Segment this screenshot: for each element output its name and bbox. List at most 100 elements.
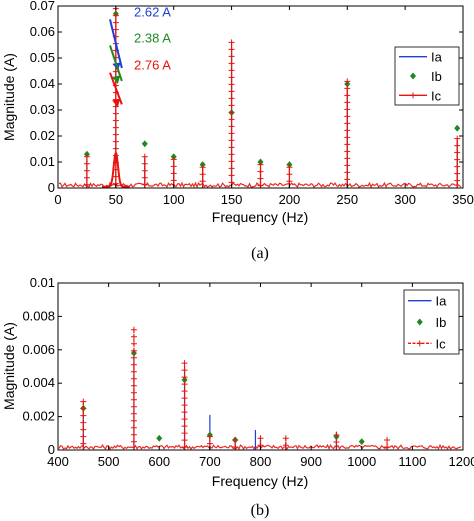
annotation-arrows-a: [109, 19, 123, 108]
data-marker: [112, 12, 119, 19]
y-axis-label-b: Magnitude (A): [1, 322, 17, 410]
data-marker: [228, 95, 235, 102]
data-marker: [141, 174, 148, 181]
data-marker: [112, 166, 119, 173]
data-marker: [80, 412, 87, 419]
x-tick-label: 0: [54, 192, 61, 207]
data-marker: [228, 39, 235, 46]
y-tick-label: 0.01: [30, 275, 55, 290]
data-marker: [181, 437, 188, 444]
x-tick-label: 1200: [449, 454, 474, 469]
data-marker: [454, 163, 461, 170]
data-marker: [181, 444, 188, 451]
data-marker: [130, 368, 137, 375]
data-marker: [112, 173, 119, 180]
x-tick-label: 200: [279, 192, 301, 207]
x-axis-ticks-a: 0 50 100 150 200 250 300 350: [54, 6, 474, 207]
data-marker: [206, 433, 213, 440]
legend-a: Ia Ib Ic: [394, 46, 460, 106]
data-marker: [112, 138, 119, 145]
data-marker: [228, 46, 235, 53]
data-marker: [257, 175, 264, 182]
data-marker: [130, 410, 137, 417]
x-tick-label: 900: [300, 454, 322, 469]
y-axis-ticks-a: 0 0.01 0.02 0.03 0.04 0.05 0.06 0.07: [30, 0, 463, 195]
data-marker: [130, 375, 137, 382]
data-marker: [228, 88, 235, 95]
x-tick-label: 700: [199, 454, 221, 469]
data-marker: [286, 164, 293, 171]
data-marker: [199, 164, 206, 171]
data-marker: [181, 388, 188, 395]
data-marker: [344, 169, 351, 176]
data-marker: [286, 171, 293, 178]
data-marker: [228, 74, 235, 81]
data-marker: [80, 433, 87, 440]
data-marker: [112, 117, 119, 124]
data-marker: [112, 26, 119, 33]
spectrum-markers-b: [80, 326, 391, 451]
data-marker: [130, 333, 137, 340]
data-marker: [344, 141, 351, 148]
legend-label: Ic: [436, 336, 447, 351]
x-tick-label: 500: [98, 454, 120, 469]
data-marker: [130, 389, 137, 396]
data-marker: [384, 436, 391, 443]
x-axis-label-a: Frequency (Hz): [212, 209, 308, 225]
data-marker: [232, 443, 239, 450]
data-marker: [454, 149, 461, 156]
y-tick-label: 0.02: [30, 128, 55, 143]
data-marker: [112, 110, 119, 117]
x-tick-label: 400: [47, 454, 69, 469]
data-marker: [257, 161, 264, 168]
y-tick-label: 0.006: [22, 342, 55, 357]
legend-b: Ia Ib Ic: [403, 289, 460, 355]
data-marker: [112, 152, 119, 159]
x-tick-label: 100: [163, 192, 185, 207]
data-marker: [112, 145, 119, 152]
plot-area-b: [58, 283, 463, 450]
y-tick-label: 0.07: [30, 0, 55, 13]
y-axis-ticks-b: 0 0.002 0.004 0.006 0.008 0.01: [22, 275, 463, 457]
annotation-label: 2.62 A: [134, 4, 171, 19]
data-marker: [206, 440, 213, 447]
data-marker: [454, 177, 461, 184]
data-marker: [141, 181, 148, 188]
data-marker: [170, 156, 177, 163]
data-marker: [454, 135, 461, 142]
data-marker: [344, 176, 351, 183]
data-marker: [181, 381, 188, 388]
data-marker: [384, 443, 391, 450]
data-marker: [228, 151, 235, 158]
data-marker: [181, 367, 188, 374]
data-marker: [130, 347, 137, 354]
data-marker: [181, 430, 188, 437]
data-marker: [141, 140, 148, 148]
y-tick-label: 0.008: [22, 308, 55, 323]
x-tick-label: 1100: [398, 454, 426, 469]
y-tick-label: 0: [48, 442, 55, 457]
data-marker: [228, 53, 235, 60]
x-tick-label: 350: [452, 192, 474, 207]
chart-panel-a: 2.62 A 2.38 A 2.76 A 0 50 100 150 200 250 300 350…: [1, 0, 474, 262]
data-marker: [130, 361, 137, 368]
data-marker: [112, 19, 119, 26]
data-marker: [454, 156, 461, 163]
y-axis-label-a: Magnitude (A): [1, 53, 17, 141]
legend-swatch-marker: [416, 340, 423, 347]
data-marker: [80, 405, 87, 412]
y-tick-label: 0.06: [30, 24, 55, 39]
data-marker: [344, 162, 351, 169]
x-axis-label-b: Frequency (Hz): [212, 473, 308, 489]
data-marker: [228, 60, 235, 67]
data-marker: [112, 131, 119, 138]
data-marker: [130, 326, 137, 333]
data-marker: [344, 106, 351, 113]
data-marker: [232, 436, 239, 443]
annotation-arrowhead: [112, 75, 121, 84]
data-marker: [83, 167, 90, 174]
spectrum-markers-a: [83, 5, 461, 189]
x-tick-label: 250: [336, 192, 358, 207]
annotation-label: 2.38 A: [134, 30, 171, 45]
